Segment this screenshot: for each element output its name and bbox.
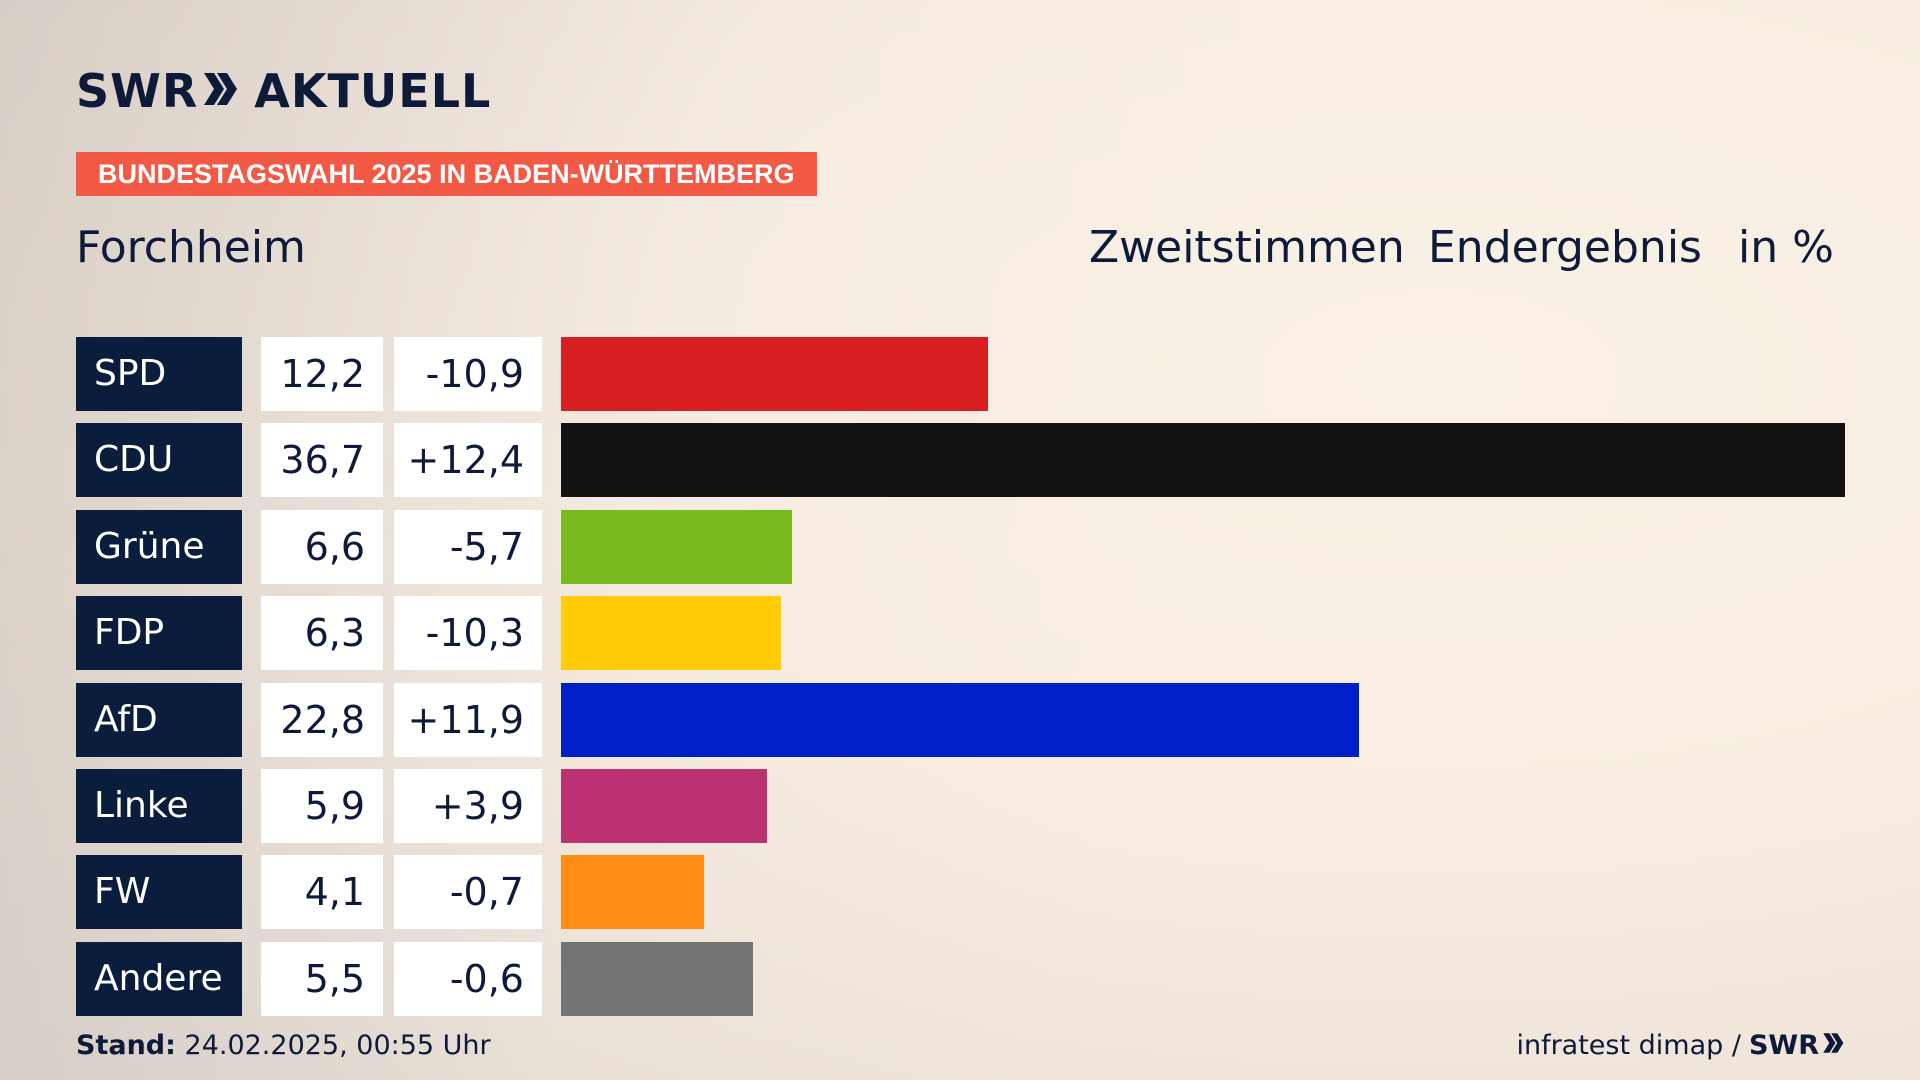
stand-value: 24.02.2025, 00:55 Uhr <box>184 1030 491 1061</box>
vote-share-value: 36,7 <box>261 423 383 498</box>
header-unit: in % <box>1738 222 1834 273</box>
result-row: Andere 5,5 -0,6 <box>0 941 1920 1016</box>
double-chevron-icon <box>202 64 238 118</box>
result-row: CDU 36,7 +12,4 <box>0 423 1920 498</box>
party-label: Linke <box>76 769 242 843</box>
party-label: SPD <box>76 337 242 411</box>
brand-swr: SWR <box>1748 1030 1819 1061</box>
swr-aktuell-logo: SWR AKTUELL <box>76 64 492 118</box>
result-row: Grüne 6,6 -5,7 <box>0 509 1920 584</box>
change-value: +12,4 <box>394 423 542 498</box>
vote-share-value: 12,2 <box>261 337 383 411</box>
result-bar <box>561 337 988 411</box>
election-banner: BUNDESTAGSWAHL 2025 IN BADEN-WÜRTTEMBERG <box>76 152 817 196</box>
change-value: -0,7 <box>394 855 542 930</box>
change-value: +3,9 <box>394 769 542 843</box>
vote-share-value: 6,3 <box>261 596 383 671</box>
result-row: SPD 12,2 -10,9 <box>0 337 1920 411</box>
party-label: Andere <box>76 941 242 1016</box>
result-bar <box>561 596 782 671</box>
result-row: AfD 22,8 +11,9 <box>0 682 1920 757</box>
party-label: AfD <box>76 682 242 757</box>
vote-share-value: 5,5 <box>261 941 383 1016</box>
result-row: Linke 5,9 +3,9 <box>0 769 1920 843</box>
region-title: Forchheim <box>76 222 306 273</box>
change-value: -10,9 <box>394 337 542 411</box>
change-value: -0,6 <box>394 941 542 1016</box>
header-status: Endergebnis <box>1428 222 1702 273</box>
vote-share-value: 4,1 <box>261 855 383 930</box>
party-label: Grüne <box>76 509 242 584</box>
party-label: FW <box>76 855 242 930</box>
timestamp: Stand: 24.02.2025, 00:55 Uhr <box>76 1030 491 1061</box>
change-value: +11,9 <box>394 682 542 757</box>
vote-share-value: 6,6 <box>261 509 383 584</box>
logo-swr-text: SWR <box>76 64 199 118</box>
result-bar <box>561 423 1845 498</box>
vote-share-value: 5,9 <box>261 769 383 843</box>
result-row: FDP 6,3 -10,3 <box>0 596 1920 671</box>
result-row: FW 4,1 -0,7 <box>0 855 1920 930</box>
header-vote-type: Zweitstimmen <box>1089 222 1405 273</box>
result-bar <box>561 941 754 1016</box>
result-bar <box>561 855 705 930</box>
change-value: -5,7 <box>394 509 542 584</box>
party-label: CDU <box>76 423 242 498</box>
logo-aktuell-text: AKTUELL <box>254 64 492 118</box>
stand-label: Stand: <box>76 1030 176 1061</box>
source-text: infratest dimap / <box>1516 1030 1741 1061</box>
result-bar <box>561 682 1359 757</box>
vote-share-value: 22,8 <box>261 682 383 757</box>
result-bar <box>561 769 768 843</box>
result-bar <box>561 509 792 584</box>
double-chevron-small-icon <box>1822 1030 1844 1061</box>
source-credit: infratest dimap / SWR <box>1516 1030 1844 1061</box>
change-value: -10,3 <box>394 596 542 671</box>
party-label: FDP <box>76 596 242 671</box>
